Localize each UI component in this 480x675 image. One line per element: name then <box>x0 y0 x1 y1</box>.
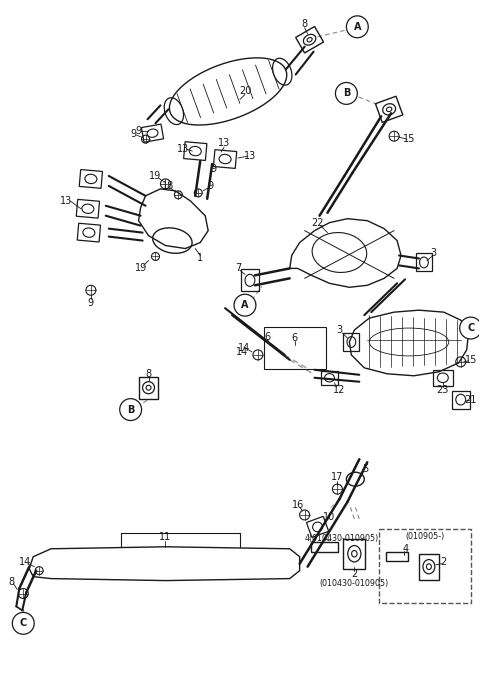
Text: 19: 19 <box>149 171 162 181</box>
Bar <box>452 391 469 408</box>
Text: 6: 6 <box>292 333 298 343</box>
Text: B: B <box>343 88 350 99</box>
Text: 20: 20 <box>239 86 251 97</box>
Text: 13: 13 <box>244 151 256 161</box>
Text: C: C <box>20 618 27 628</box>
Text: C: C <box>467 323 474 333</box>
Text: 4(010430-010905): 4(010430-010905) <box>305 535 379 543</box>
Bar <box>139 377 158 399</box>
Text: 9: 9 <box>210 164 216 174</box>
Bar <box>241 269 259 292</box>
Bar <box>264 327 325 369</box>
Text: 2: 2 <box>441 557 447 567</box>
Bar <box>343 333 360 351</box>
Circle shape <box>336 82 357 105</box>
Text: 4: 4 <box>403 544 409 554</box>
Text: 13: 13 <box>218 138 230 148</box>
Text: 14: 14 <box>19 557 31 567</box>
Text: 9: 9 <box>135 126 142 136</box>
Bar <box>311 542 338 551</box>
Text: 7: 7 <box>235 263 241 273</box>
Text: 3: 3 <box>336 325 343 335</box>
Text: 10: 10 <box>324 512 336 522</box>
Text: 14: 14 <box>236 347 248 357</box>
Text: 6: 6 <box>265 332 271 342</box>
Text: 17: 17 <box>331 472 344 482</box>
Text: 12: 12 <box>333 385 346 395</box>
Bar <box>379 529 471 603</box>
Bar <box>296 26 324 53</box>
Text: 18: 18 <box>162 181 175 191</box>
Text: 3: 3 <box>431 248 437 259</box>
Text: (010905-): (010905-) <box>405 533 444 541</box>
Text: 21: 21 <box>465 395 477 404</box>
Text: 13: 13 <box>60 196 72 206</box>
Text: A: A <box>241 300 249 310</box>
Circle shape <box>460 317 480 339</box>
Bar <box>375 97 403 122</box>
Text: 14: 14 <box>238 343 250 353</box>
Bar <box>142 124 164 142</box>
Text: 15: 15 <box>403 134 415 144</box>
Text: 9: 9 <box>207 181 213 191</box>
Text: 9: 9 <box>88 298 94 308</box>
Text: 19: 19 <box>134 263 147 273</box>
Bar <box>184 142 207 161</box>
Circle shape <box>12 612 34 634</box>
Circle shape <box>347 16 368 38</box>
Text: 8: 8 <box>301 19 308 29</box>
Text: 9: 9 <box>131 129 137 139</box>
Bar <box>321 371 338 385</box>
Bar <box>79 169 103 188</box>
Text: 13: 13 <box>177 144 190 154</box>
Text: 5: 5 <box>362 464 368 475</box>
Text: 15: 15 <box>465 355 477 365</box>
Text: 22: 22 <box>312 217 324 227</box>
Bar <box>343 539 365 568</box>
Text: 2: 2 <box>351 568 358 578</box>
Text: B: B <box>127 404 134 414</box>
Bar <box>433 370 453 385</box>
Circle shape <box>234 294 256 316</box>
Bar <box>76 199 99 218</box>
Bar <box>386 552 408 561</box>
Bar <box>306 516 329 537</box>
Bar <box>77 223 100 242</box>
Text: 1: 1 <box>197 253 204 263</box>
Circle shape <box>120 399 142 421</box>
Text: 8: 8 <box>145 369 152 379</box>
Text: A: A <box>354 22 361 32</box>
Text: 23: 23 <box>437 385 449 395</box>
Bar <box>419 554 439 580</box>
Text: 11: 11 <box>159 532 171 542</box>
Bar <box>416 254 432 271</box>
Text: 16: 16 <box>291 500 304 510</box>
Bar <box>214 150 237 168</box>
Text: (010430-010905): (010430-010905) <box>320 579 389 588</box>
Text: 8: 8 <box>8 576 14 587</box>
